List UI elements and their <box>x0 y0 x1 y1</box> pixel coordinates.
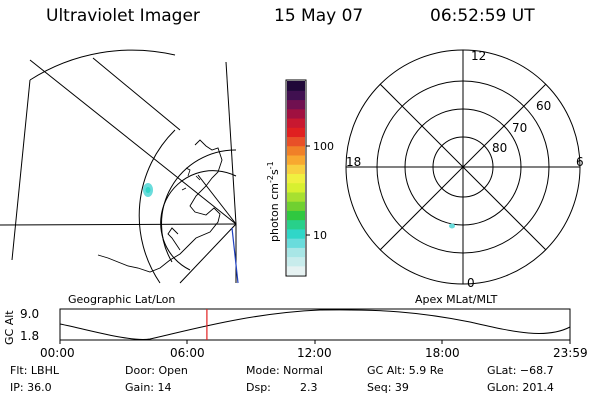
colorbar-frame <box>285 79 307 277</box>
instrument-title: Ultraviolet Imager <box>46 6 200 26</box>
colorbar-swatch <box>287 256 305 267</box>
colorbar-unit-label: photon cm-2s-1 <box>266 161 281 242</box>
colorbar-swatch <box>287 108 305 119</box>
unit-s: s <box>268 169 281 175</box>
polar-plot <box>345 49 581 285</box>
mlt-label-0: 0 <box>467 276 475 290</box>
coastline-peninsula <box>167 227 181 251</box>
mlt-line-diagonal <box>379 83 547 251</box>
colorbar-swatch <box>287 136 305 147</box>
left-panel-caption: Geographic Lat/Lon <box>68 293 175 306</box>
coastline-fragments <box>181 167 201 191</box>
orbit-x-tick-label: 23:59 <box>553 346 588 360</box>
map-edge-left <box>11 79 31 261</box>
meridian-line <box>29 59 237 225</box>
status-glon: GLon: 201.4 <box>487 381 554 394</box>
meridian-line <box>179 223 237 284</box>
orbit-y-axis-label: GC Alt <box>3 310 16 345</box>
orbit-y-tick-1.8: 1.8 <box>20 329 39 343</box>
mlat-label-60: 60 <box>536 99 551 113</box>
orbit-x-tick-label: 06:00 <box>170 346 205 360</box>
colorbar-swatch <box>287 145 305 156</box>
meridian-line <box>0 223 237 226</box>
status-flt: Flt: LBHL <box>10 364 59 377</box>
orbit-plot-frame <box>59 308 571 341</box>
status-gain: Gain: 14 <box>125 381 172 394</box>
status-glat: GLat: −68.7 <box>487 364 554 377</box>
meridian-line <box>92 57 181 131</box>
orbit-y-tick-9: 9.0 <box>20 307 39 321</box>
coastline <box>97 139 223 273</box>
meridian-line <box>225 61 237 225</box>
orbit-plot: 9.0 1.8 GC Alt 00:00 06:00 12:00 18:00 2… <box>3 307 588 360</box>
orbit-x-tick-labels: 00:00 06:00 12:00 18:00 23:59 <box>40 346 588 360</box>
colorbar-swatch <box>287 164 305 174</box>
altitude-curve <box>59 309 571 340</box>
status-dsp-label: Dsp: <box>246 381 271 394</box>
status-door: Door: Open <box>125 364 188 377</box>
colorbar-swatch <box>287 182 305 193</box>
orbit-x-tick-label: 18:00 <box>425 346 460 360</box>
colorbar-tick-label-10: 10 <box>313 229 327 242</box>
unit-exp1: -2 <box>266 175 275 183</box>
date-label: 15 May 07 <box>274 6 364 26</box>
colorbar-swatch <box>287 238 305 248</box>
orbit-x-tick-label: 12:00 <box>297 346 332 360</box>
unit-label: photon cm <box>268 183 281 242</box>
colorbar-swatch <box>287 191 305 202</box>
mlat-label-80: 80 <box>492 141 507 155</box>
svg-text:photon cm-2s-1: photon cm-2s-1 <box>266 161 281 242</box>
colorbar-swatch <box>287 99 305 110</box>
colorbar-swatch <box>287 210 305 221</box>
status-gc-alt: GC Alt: 5.9 Re <box>367 364 444 377</box>
colorbar-swatch <box>287 247 305 258</box>
colorbar-swatch <box>287 90 305 101</box>
colorbar-swatch <box>287 201 305 211</box>
unit-exp2: -1 <box>266 161 275 169</box>
colorbar: 100 10 photon cm-2s-1 <box>266 79 334 277</box>
polar-labels: 12 18 6 0 60 70 80 <box>346 49 584 290</box>
orbit-x-ticks <box>59 340 571 344</box>
meridian-line <box>197 174 237 225</box>
status-seq: Seq: 39 <box>367 381 409 394</box>
mlt-label-6: 6 <box>576 155 584 169</box>
mlt-label-12: 12 <box>471 49 486 63</box>
colorbar-swatch <box>287 81 305 91</box>
colorbar-swatch <box>287 173 305 184</box>
lat-circle <box>160 170 237 271</box>
colorbar-swatch <box>287 265 305 276</box>
geographic-map <box>0 49 239 284</box>
status-dsp-value: 2.3 <box>300 381 318 394</box>
orbit-y-label: GC Alt <box>3 310 16 345</box>
colorbar-swatches <box>287 81 305 276</box>
right-panel-caption: Apex MLat/MLT <box>415 293 498 306</box>
colorbar-swatch <box>287 228 305 239</box>
lat-circle <box>138 129 176 284</box>
colorbar-swatch <box>287 127 305 138</box>
lat-circle <box>161 149 237 263</box>
status-ip: IP: 36.0 <box>10 381 52 394</box>
colorbar-swatch <box>287 219 305 230</box>
emission-core <box>145 187 151 193</box>
colorbar-swatch <box>287 117 305 128</box>
orbit-x-tick-label: 00:00 <box>40 346 75 360</box>
status-mode: Mode: Normal <box>246 364 323 377</box>
emission-spot-polar <box>449 223 455 229</box>
colorbar-swatch <box>287 154 305 165</box>
colorbar-tick-label-100: 100 <box>313 140 334 153</box>
mlt-label-18: 18 <box>346 155 361 169</box>
time-label: 06:52:59 UT <box>430 6 535 26</box>
outer-lat-arc <box>29 49 176 81</box>
terminator-line <box>231 227 239 284</box>
mlat-label-70: 70 <box>512 121 527 135</box>
